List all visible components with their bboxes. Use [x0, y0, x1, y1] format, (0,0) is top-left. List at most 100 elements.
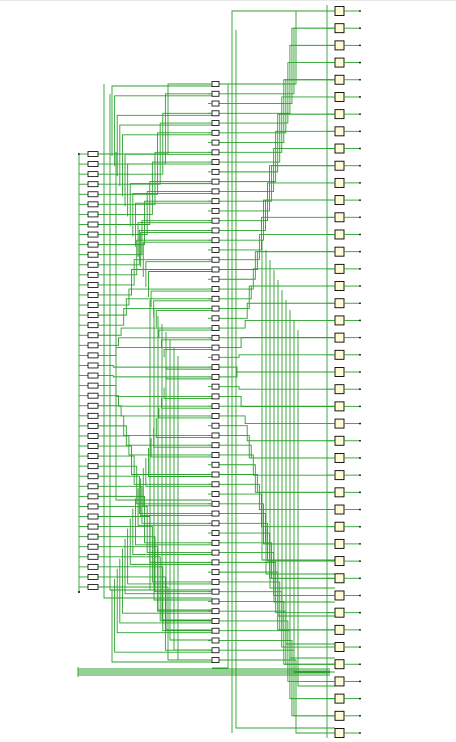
fan-wire-right	[219, 199, 335, 241]
output-flipflop-box	[334, 659, 345, 670]
fan-wire-left	[98, 327, 212, 336]
output-flipflop-box	[334, 676, 345, 687]
latch-box	[211, 305, 220, 312]
fan-wire-left	[98, 83, 212, 155]
fan-wire-right	[219, 251, 335, 280]
fan-wire-bottom	[177, 356, 212, 661]
latch-box	[211, 373, 220, 380]
output-terminal	[359, 388, 361, 391]
fan-wire-right	[219, 165, 335, 212]
input-register-box	[87, 342, 99, 349]
latch-box	[211, 598, 220, 605]
fan-wire-left	[140, 478, 212, 517]
output-terminal	[359, 285, 361, 287]
latch-box	[211, 81, 220, 87]
fan-wire-left	[150, 290, 212, 308]
input-register-box	[87, 372, 99, 379]
input-register-box	[87, 463, 99, 470]
fan-wire-left	[98, 395, 212, 407]
output-terminal	[359, 199, 361, 201]
latch-box	[211, 647, 220, 654]
latch-box	[211, 471, 220, 478]
latch-box	[211, 452, 220, 458]
fan-wire-right	[219, 354, 335, 358]
latch-box	[211, 539, 220, 546]
input-register-box	[87, 191, 99, 198]
fan-wire-bottom	[149, 300, 212, 591]
output-flipflop-box	[334, 367, 345, 377]
latch-box	[211, 442, 220, 449]
input-register-box	[87, 503, 99, 510]
fan-wire-bottom	[165, 332, 212, 631]
fan-wire-right	[219, 425, 335, 442]
input-register-box	[87, 412, 99, 419]
fan-wire-left	[161, 339, 212, 348]
latch-box	[211, 315, 220, 322]
output-flipflop-box	[334, 693, 345, 704]
output-terminal	[359, 732, 361, 734]
output-terminal	[359, 10, 361, 12]
fan-wire-bottom	[161, 324, 212, 621]
fan-wire-right	[219, 649, 335, 717]
latch-box	[211, 432, 220, 439]
fan-wire-left	[166, 367, 212, 370]
input-register-box	[87, 201, 99, 208]
fan-wire-left	[98, 161, 212, 215]
latch-box	[211, 256, 220, 263]
fan-wire-left	[98, 347, 212, 356]
wire-network	[78, 5, 335, 738]
fan-wire-bottom	[169, 340, 212, 641]
fan-wire-right	[219, 27, 335, 104]
input-register-box	[87, 221, 99, 228]
fan-wire-left	[98, 536, 212, 593]
input-register-box	[87, 211, 99, 218]
input-register-column	[87, 151, 99, 590]
fan-wire-left	[142, 468, 212, 507]
input-register-box	[87, 584, 99, 590]
fan-wire-bottom-right	[273, 270, 335, 603]
latch-box	[211, 334, 220, 341]
input-register-box	[87, 302, 99, 308]
output-terminal	[359, 302, 361, 305]
output-flipflop-box	[334, 109, 345, 120]
fan-wire-left	[145, 261, 212, 287]
output-terminal	[359, 233, 361, 236]
input-register-box	[87, 553, 99, 560]
latch-box	[211, 657, 220, 663]
fan-wire-left	[98, 405, 212, 417]
output-flipflop-box	[334, 453, 345, 463]
latch-box	[211, 520, 220, 527]
output-flipflop-box	[334, 298, 345, 309]
output-flipflop-box	[334, 538, 345, 549]
middle-latch-column	[208, 81, 220, 663]
fan-wire-left	[98, 455, 212, 485]
output-flipflop-box	[334, 556, 345, 567]
output-terminal	[359, 457, 361, 459]
output-flipflop-box	[334, 57, 345, 68]
output-terminal	[359, 319, 361, 322]
fan-wire-left	[148, 271, 212, 297]
latch-box	[211, 637, 220, 644]
latch-box	[211, 120, 220, 126]
input-register-box	[87, 312, 99, 319]
output-flipflop-box	[334, 143, 345, 154]
fan-wire-left	[137, 222, 212, 257]
latch-box	[211, 139, 220, 146]
input-register-box	[87, 151, 99, 157]
fan-wire-left	[98, 122, 212, 185]
output-terminal	[359, 353, 361, 356]
fan-wire-right	[219, 216, 335, 251]
output-flipflop-box	[334, 642, 345, 652]
fan-wire-left	[140, 231, 212, 267]
latch-box	[211, 100, 220, 107]
latch-box	[211, 110, 220, 117]
latch-box	[211, 549, 220, 556]
latch-box	[211, 168, 220, 175]
latch-box	[211, 618, 220, 624]
latch-box	[211, 217, 220, 224]
loop-wire-mid	[212, 84, 229, 669]
input-register-box	[87, 574, 99, 580]
output-flipflop-box	[334, 710, 345, 721]
output-flipflop-box	[334, 195, 345, 206]
